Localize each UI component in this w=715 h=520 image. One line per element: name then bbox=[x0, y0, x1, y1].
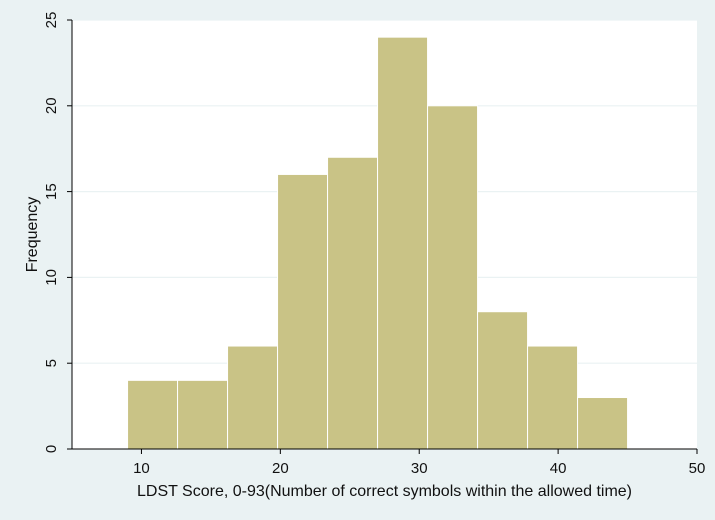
y-tick-label: 15 bbox=[43, 183, 60, 200]
y-tick-label: 5 bbox=[43, 359, 60, 367]
histogram-bar bbox=[327, 156, 379, 450]
histogram-bar bbox=[477, 311, 529, 450]
x-axis-title: LDST Score, 0-93(Number of correct symbo… bbox=[137, 483, 632, 500]
x-tick-label: 40 bbox=[550, 460, 567, 477]
bars bbox=[127, 36, 629, 450]
y-tick-label: 10 bbox=[43, 269, 60, 286]
histogram-bar bbox=[277, 173, 329, 450]
x-tick-label: 30 bbox=[411, 460, 428, 477]
y-tick-label: 0 bbox=[43, 445, 60, 453]
y-tick-label: 20 bbox=[43, 97, 60, 114]
x-tick-label: 10 bbox=[133, 460, 150, 477]
histogram-bar bbox=[577, 397, 629, 450]
histogram-bar bbox=[127, 379, 179, 450]
axes bbox=[67, 19, 698, 454]
histogram-bar bbox=[377, 36, 429, 450]
x-tick-label: 20 bbox=[272, 460, 289, 477]
y-axis-title: Frequency bbox=[24, 197, 41, 273]
histogram-bar bbox=[427, 105, 479, 450]
tick-labels: 0 5 10 15 20 25 10 20 30 40 50 bbox=[43, 12, 705, 477]
histogram-bar bbox=[527, 345, 579, 450]
histogram-bar bbox=[177, 379, 229, 450]
x-tick-label: 50 bbox=[689, 460, 706, 477]
histogram-bar bbox=[227, 345, 279, 450]
y-tick-label: 25 bbox=[43, 12, 60, 29]
